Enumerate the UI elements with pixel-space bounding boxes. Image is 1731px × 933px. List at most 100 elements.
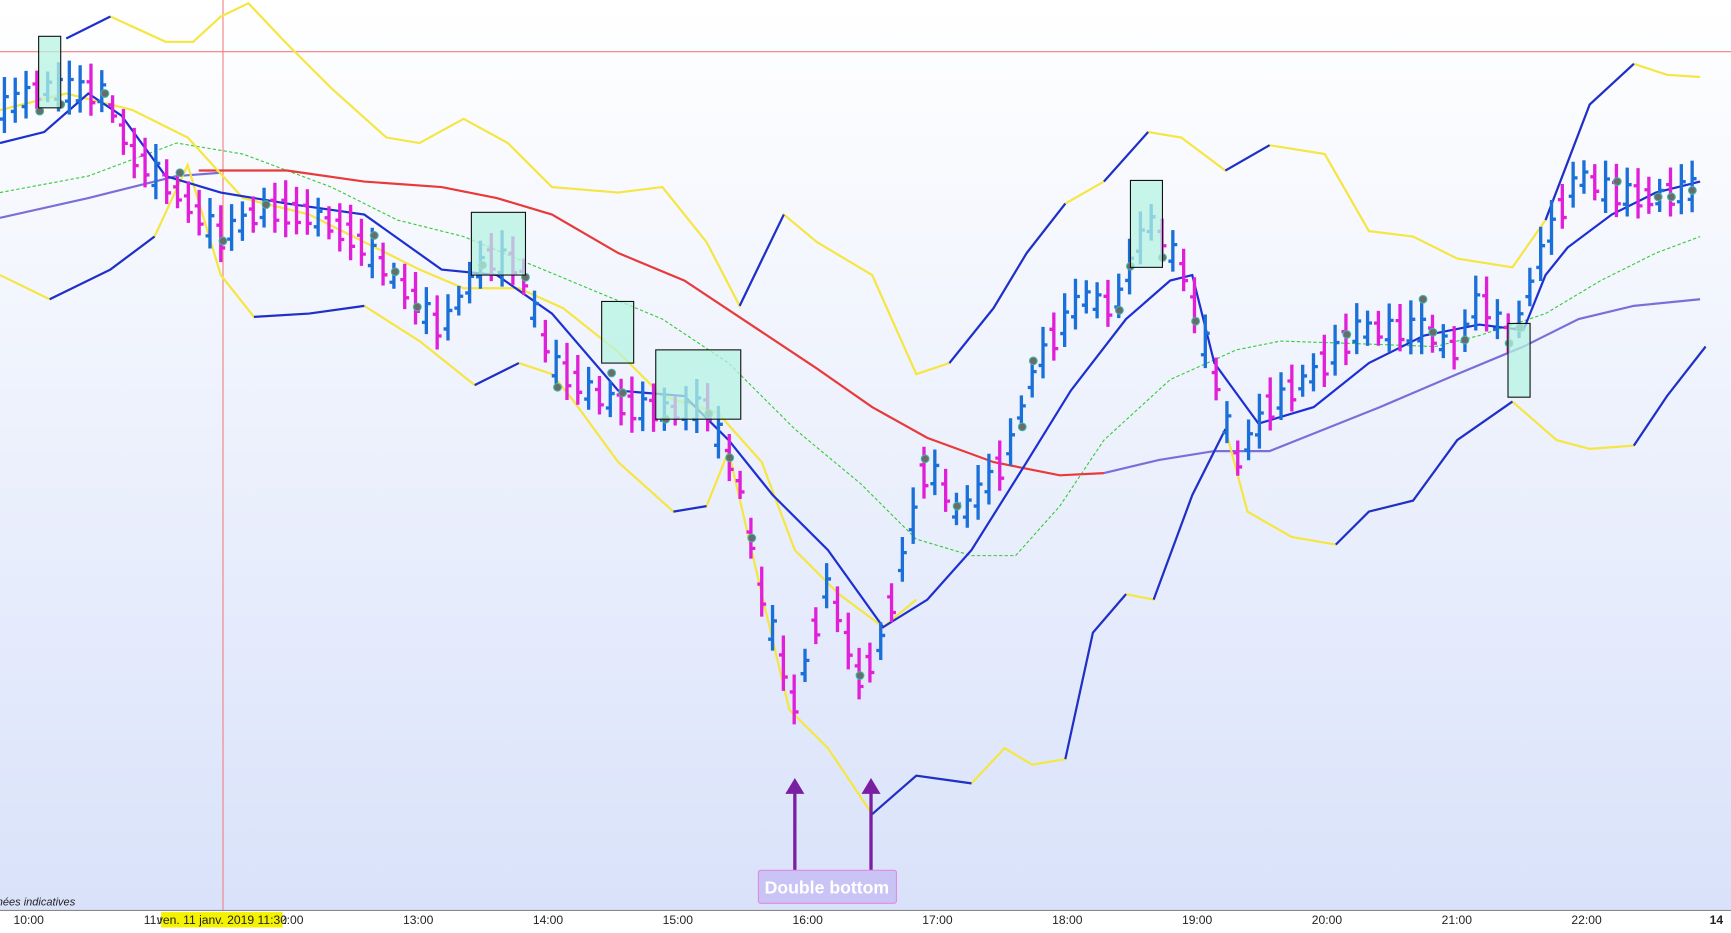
price-bar <box>941 468 951 512</box>
price-bar <box>1352 303 1362 355</box>
price-bar <box>119 108 128 155</box>
price-bar <box>108 95 118 123</box>
signal-box <box>655 349 742 420</box>
price-bar <box>1471 275 1481 331</box>
price-bar <box>865 642 875 683</box>
price-bar <box>1492 299 1502 340</box>
price-bar <box>1060 293 1070 347</box>
price-bar <box>1200 314 1210 369</box>
signal-dot <box>100 89 110 98</box>
price-bar <box>1525 267 1535 307</box>
signal-boxes <box>38 35 1531 420</box>
price-bar <box>75 65 85 113</box>
price-bar <box>281 180 291 238</box>
price-bar <box>1233 440 1243 476</box>
price-bar <box>21 70 31 119</box>
price-bar <box>1590 164 1600 201</box>
price-bar <box>822 563 832 609</box>
price-bar <box>1601 160 1611 214</box>
price-bar <box>64 60 74 115</box>
plot-background <box>0 0 1731 910</box>
disclaimer: nées indicatives <box>0 897 76 909</box>
upper-band-rising <box>65 15 1635 364</box>
price-bar <box>1557 183 1567 229</box>
price-bar <box>270 182 280 233</box>
price-bar <box>638 381 648 432</box>
x-tick-label: 18:00 <box>1052 913 1083 927</box>
price-bar <box>1168 230 1178 272</box>
price-bar <box>1330 324 1340 376</box>
price-bar <box>1633 168 1643 219</box>
signal-dot <box>412 302 422 312</box>
signal-dot <box>952 501 962 511</box>
signal-dot <box>1428 327 1438 337</box>
signal-dot <box>1460 335 1470 345</box>
price-bar <box>1006 418 1015 466</box>
moving-average-long <box>1103 298 1701 475</box>
price-bar <box>216 205 226 263</box>
price-bar <box>1092 282 1102 319</box>
price-bar <box>443 294 453 341</box>
price-bar <box>1449 326 1459 370</box>
price-bar <box>1081 280 1091 314</box>
annotation: Double bottom <box>765 877 890 897</box>
signal-box <box>38 35 62 109</box>
price-bar <box>1676 164 1686 215</box>
x-tick-label: 15:00 <box>663 913 694 927</box>
signal-dot <box>218 236 228 246</box>
x-tick-label: 20:00 <box>1312 913 1343 927</box>
signal-dot <box>1028 356 1038 366</box>
price-bar <box>1103 279 1113 327</box>
price-bar <box>995 440 1005 491</box>
price-bar <box>1309 353 1318 392</box>
moving-average-dashed <box>0 142 1701 557</box>
arrows <box>785 777 881 872</box>
price-bar <box>627 376 637 433</box>
price-bar <box>1265 377 1275 431</box>
price-bar <box>768 604 777 651</box>
price-bar <box>1179 248 1189 292</box>
price-bar <box>1222 401 1232 444</box>
signal-dot <box>1114 305 1124 315</box>
price-bar <box>800 648 810 683</box>
signal-box <box>1507 322 1531 398</box>
price-bar <box>1373 310 1383 346</box>
signal-dot <box>618 388 628 398</box>
signal-dot <box>1666 192 1676 202</box>
price-bar <box>1417 300 1427 355</box>
x-tick-label: 17:00 <box>922 913 953 927</box>
price-bar <box>530 290 539 328</box>
moving-average-long <box>0 171 221 219</box>
price-bar <box>897 536 907 582</box>
price-bar <box>605 380 615 418</box>
price-bar <box>1438 324 1448 359</box>
signal-dot <box>175 168 185 178</box>
price-bar <box>1579 160 1589 194</box>
signal-dot <box>1687 185 1697 195</box>
x-tick-label: 10:00 <box>14 913 45 927</box>
x-tick-label: 14:00 <box>533 913 564 927</box>
price-bar <box>183 181 193 223</box>
price-bar <box>595 375 604 415</box>
signal-box <box>601 300 635 364</box>
price-bar <box>129 127 139 179</box>
arrow-head <box>861 777 881 794</box>
price-bar <box>313 197 323 237</box>
crosshair-label: ven. 11 janv. 2019 11:30 <box>157 913 287 927</box>
price-bar <box>833 586 842 633</box>
signal-box <box>470 211 527 276</box>
price-bar <box>346 204 356 261</box>
x-tick-label: 21:00 <box>1442 913 1473 927</box>
price-bar <box>324 206 334 240</box>
price-bar <box>1319 334 1329 388</box>
moving-average-mid <box>0 92 917 629</box>
price-bar <box>292 186 301 235</box>
price-bar <box>811 607 821 645</box>
signal-dot <box>369 231 379 240</box>
price-bar <box>778 635 788 691</box>
price-bar <box>357 218 366 266</box>
price-bar <box>1049 312 1059 361</box>
signal-dot <box>725 453 735 463</box>
